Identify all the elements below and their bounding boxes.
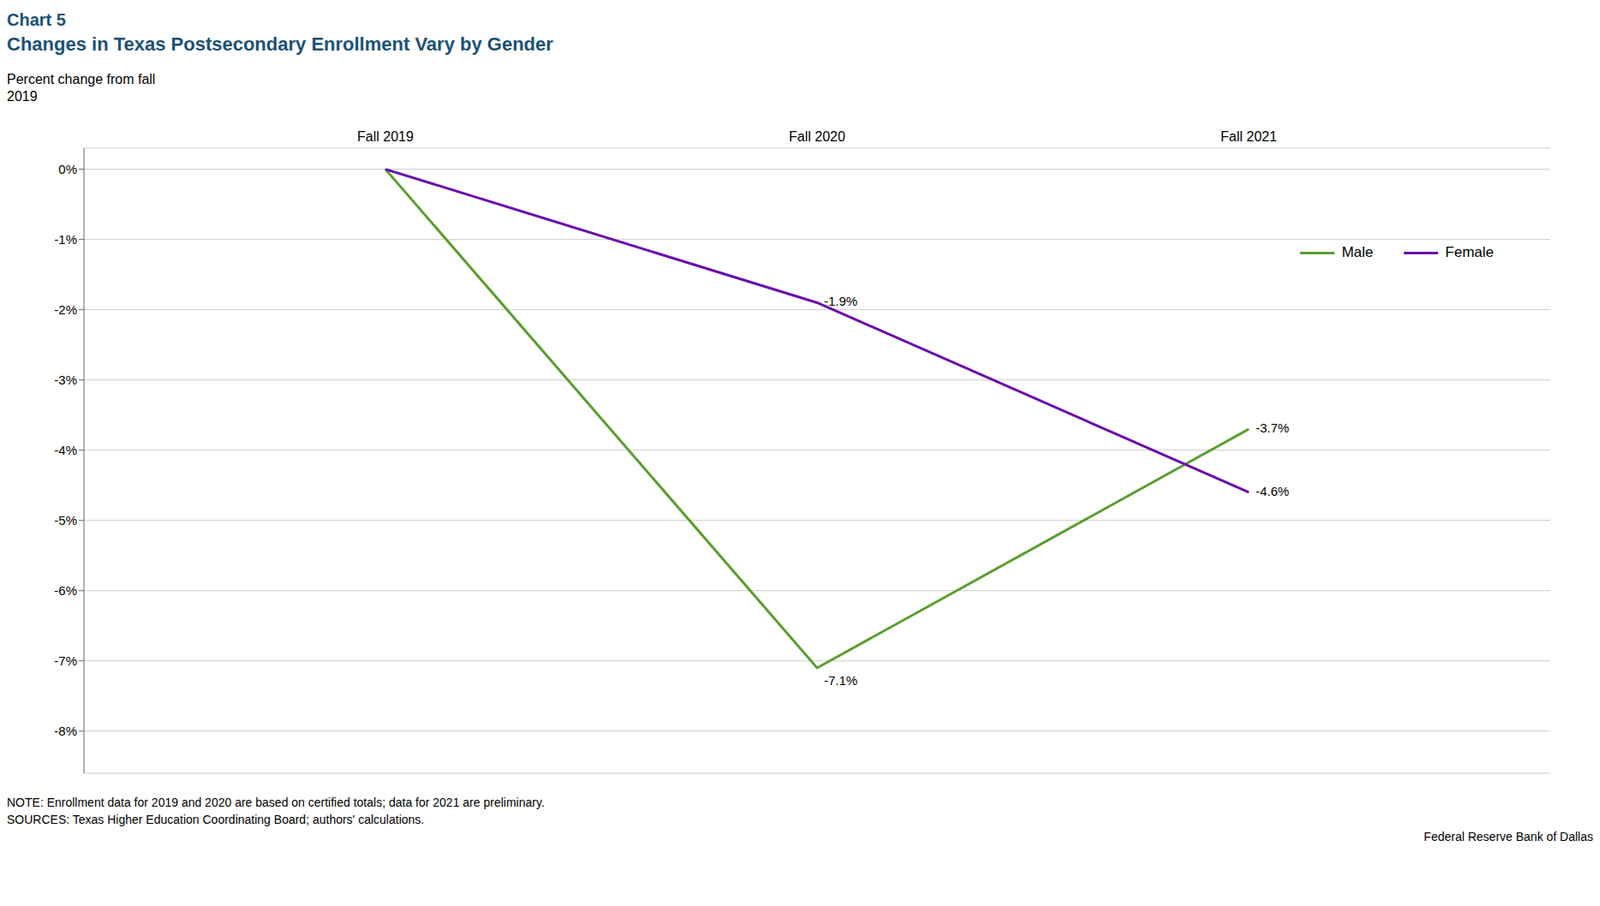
svg-text:Fall 2019: Fall 2019: [357, 129, 414, 144]
svg-text:-3%: -3%: [53, 372, 78, 388]
svg-text:-1%: -1%: [53, 232, 78, 247]
html-text:Chart 5: Chart 5: [6, 10, 66, 30]
html-text:Female: Female: [1445, 244, 1494, 261]
svg-text:-4%: -4%: [53, 442, 78, 458]
html-text:Federal Reserve Bank of Dallas: Federal Reserve Bank of Dallas: [1423, 829, 1594, 844]
html-text:Percent change from fall: Percent change from fall: [6, 71, 156, 87]
svg-text:0%: 0%: [58, 161, 78, 177]
html-text:SOURCES: Texas Higher Educatio: SOURCES: Texas Higher Education Coordina…: [6, 812, 425, 827]
svg-text:Fall 2021: Fall 2021: [1220, 129, 1278, 144]
html-text:Changes in Texas Postsecondary: Changes in Texas Postsecondary Enrollmen…: [6, 33, 554, 55]
html-text:2019: 2019: [6, 89, 38, 104]
svg-text:-7.1%: -7.1%: [823, 673, 858, 688]
svg-text:-7%: -7%: [53, 653, 78, 669]
svg-text:-8%: -8%: [53, 723, 78, 739]
html-text:NOTE: Enrollment data for 2019: NOTE: Enrollment data for 2019 and 2020 …: [6, 795, 545, 810]
svg-text:-3.7%: -3.7%: [1255, 420, 1290, 436]
svg-text:-6%: -6%: [53, 583, 78, 598]
svg-text:-2%: -2%: [53, 302, 78, 317]
svg-text:Fall 2020: Fall 2020: [788, 129, 846, 144]
svg-text:-5%: -5%: [53, 513, 78, 528]
svg-text:-4.6%: -4.6%: [1255, 483, 1290, 499]
svg-text:-1.9%: -1.9%: [823, 293, 858, 309]
html-text:Male: Male: [1341, 244, 1374, 261]
